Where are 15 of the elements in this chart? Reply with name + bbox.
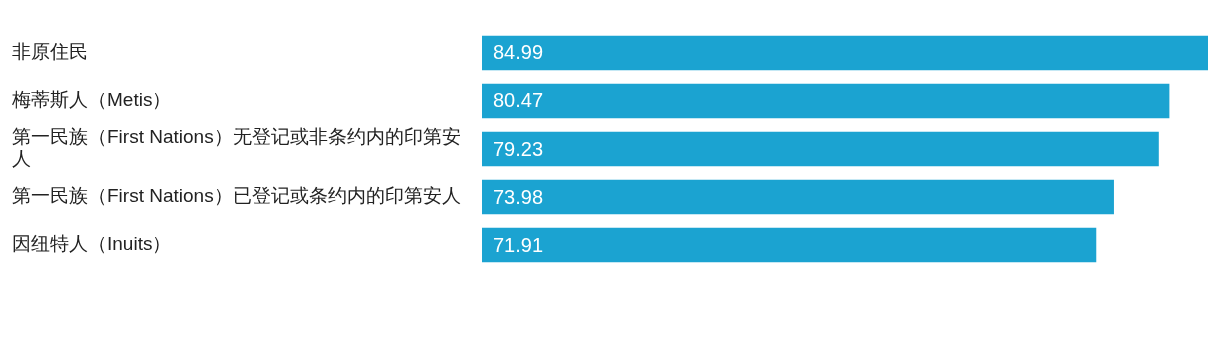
- y-tick-label: 梅蒂斯人（Metis）: [11, 89, 172, 111]
- data-label: 84.99: [493, 41, 544, 64]
- bar: [482, 83, 1170, 119]
- y-tick-label: 第一民族（First Nations）已登记或条约内的印第安人: [12, 185, 461, 207]
- bar: [482, 227, 1097, 263]
- y-tick-label: 非原住民: [12, 41, 88, 63]
- data-label: 71.91: [493, 233, 544, 256]
- bar: [482, 35, 1208, 71]
- data-label: 80.47: [493, 89, 544, 112]
- data-label: 73.98: [493, 185, 544, 208]
- bar: [482, 179, 1114, 215]
- y-tick-label: 因纽特人（Inuits）: [12, 233, 172, 255]
- bar: [482, 131, 1159, 167]
- data-label: 79.23: [493, 137, 544, 160]
- y-tick-label: 第一民族（First Nations）无登记或非条约内的印第安人: [12, 126, 461, 170]
